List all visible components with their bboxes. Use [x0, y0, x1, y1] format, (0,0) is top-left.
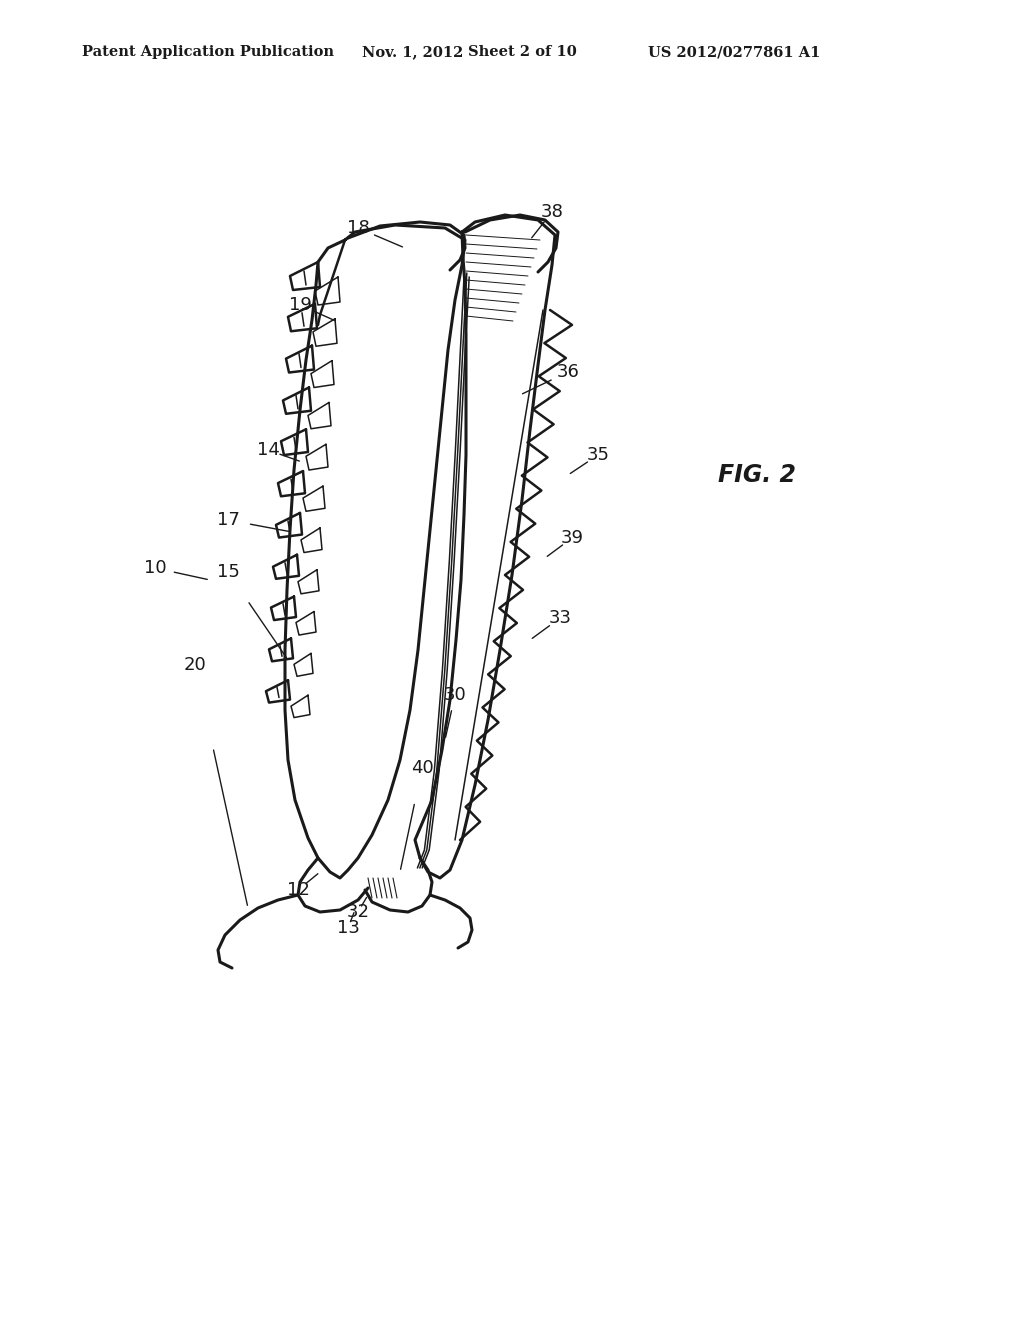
Text: 40: 40 [411, 759, 433, 777]
Text: 35: 35 [587, 446, 609, 465]
Text: 39: 39 [560, 529, 584, 546]
Text: 19: 19 [289, 296, 311, 314]
Text: 30: 30 [443, 686, 466, 704]
Text: 18: 18 [347, 219, 370, 238]
Text: 14: 14 [257, 441, 280, 459]
Text: Patent Application Publication: Patent Application Publication [82, 45, 334, 59]
Text: FIG. 2: FIG. 2 [718, 463, 796, 487]
Text: 17: 17 [216, 511, 240, 529]
Text: 10: 10 [143, 558, 166, 577]
Text: 32: 32 [346, 903, 370, 921]
Text: 36: 36 [557, 363, 580, 381]
Text: 12: 12 [287, 880, 309, 899]
Text: 20: 20 [183, 656, 207, 675]
Text: 15: 15 [216, 564, 240, 581]
Text: 13: 13 [337, 919, 359, 937]
Text: 33: 33 [549, 609, 571, 627]
Text: US 2012/0277861 A1: US 2012/0277861 A1 [648, 45, 820, 59]
Text: 38: 38 [541, 203, 563, 220]
Text: Sheet 2 of 10: Sheet 2 of 10 [468, 45, 577, 59]
Text: Nov. 1, 2012: Nov. 1, 2012 [362, 45, 464, 59]
